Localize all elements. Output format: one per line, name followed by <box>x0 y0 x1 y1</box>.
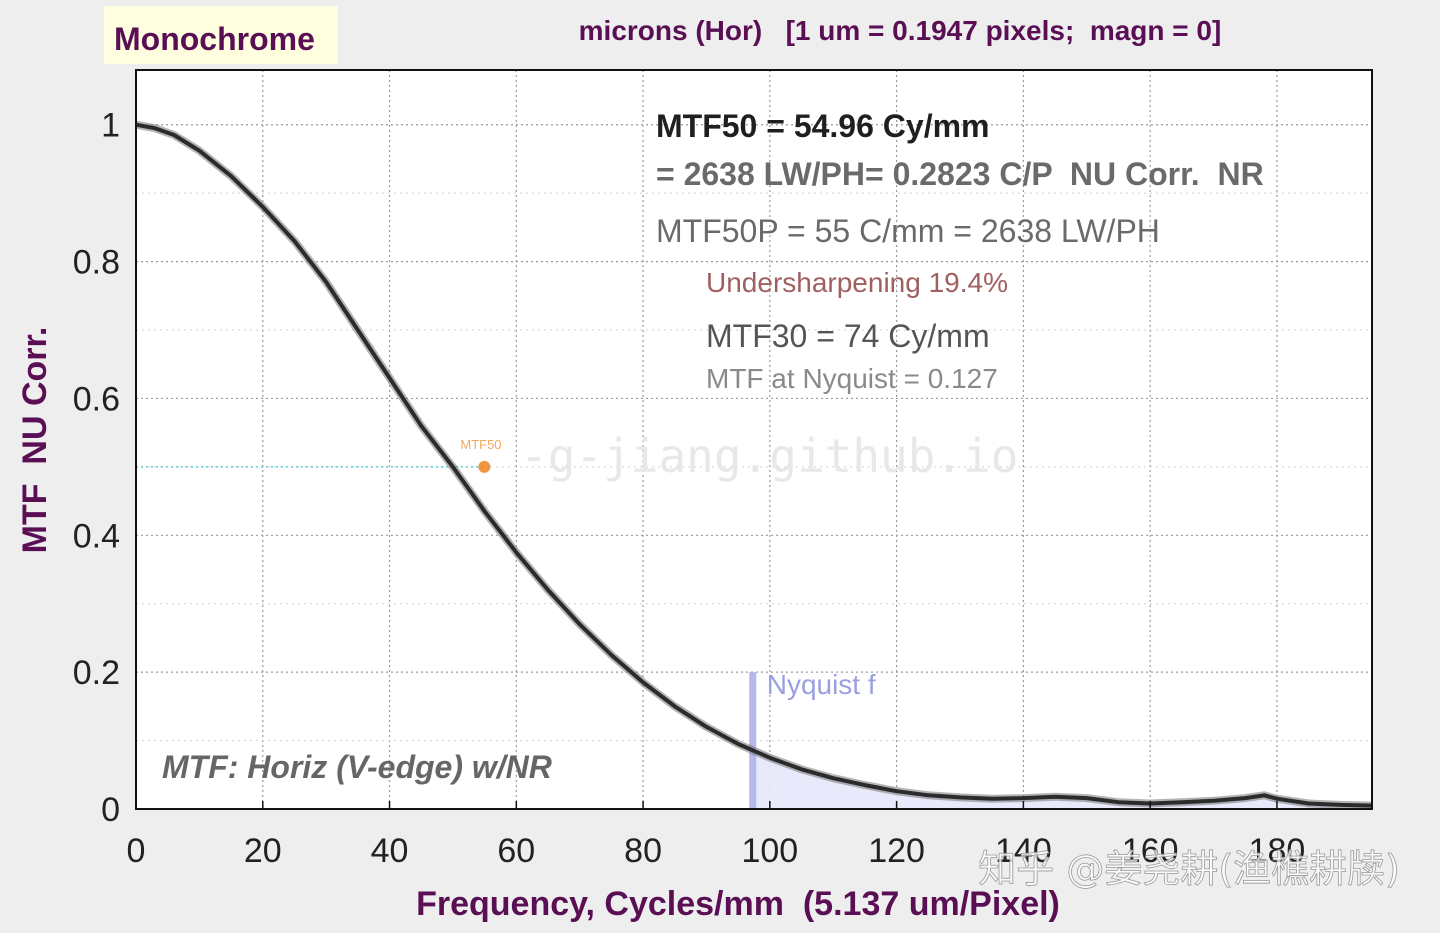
nyquist-label: Nyquist f <box>767 669 876 700</box>
x-tick-label: 80 <box>624 832 662 870</box>
mtf50-marker <box>478 460 491 473</box>
y-tick-label: 1 <box>101 107 120 145</box>
y-tick-label: 0 <box>101 791 120 829</box>
y-tick-label: 0.6 <box>73 380 120 418</box>
x-tick-label: 0 <box>127 832 146 870</box>
x-tick-label: 20 <box>244 832 282 870</box>
mtf50-detail-annotation: = 2638 LW/PH= 0.2823 C/P NU Corr. NR <box>656 156 1264 192</box>
x-axis-label: Frequency, Cycles/mm (5.137 um/Pixel) <box>416 885 1060 923</box>
watermark: -g-jiang.github.io <box>520 429 1019 483</box>
x-tick-labels: 0 20 40 60 80 100 120 140 160 180 <box>127 801 1306 870</box>
mtf50-marker-layer: MTF50 <box>460 437 502 473</box>
y-tick-label: 0.2 <box>73 654 120 692</box>
x-tick-label: 160 <box>1122 832 1179 870</box>
plot-frame <box>135 69 1373 810</box>
x-tick-label: 40 <box>371 832 409 870</box>
mtf30-annotation: MTF30 = 74 Cy/mm <box>706 318 990 354</box>
y-tick-label: 0.4 <box>73 517 120 555</box>
y-axis-label: MTF NU Corr. <box>16 327 54 554</box>
series-layer <box>135 120 1373 810</box>
mtf50p-annotation: MTF50P = 55 C/mm = 2638 LW/PH <box>656 213 1160 249</box>
zhihu-watermark: 知乎 @姜尧耕(渔樵耕牍) <box>978 847 1400 891</box>
x-tick-label: 60 <box>497 832 535 870</box>
x-tick-label: 100 <box>741 832 798 870</box>
badge-background <box>104 6 338 64</box>
plot-caption: MTF: Horiz (V-edge) w/NR <box>162 749 552 785</box>
undersharpening-annotation: Undersharpening 19.4% <box>706 267 1008 298</box>
y-tick-label: 0.8 <box>73 244 120 282</box>
x-tick-label: 140 <box>995 832 1052 870</box>
x-tick-label: 180 <box>1249 832 1306 870</box>
mtf-nyquist-annotation: MTF at Nyquist = 0.127 <box>706 363 998 394</box>
mtf50-marker-label: MTF50 <box>460 437 501 452</box>
series-line <box>135 122 1373 808</box>
mtf50-annotation: MTF50 = 54.96 Cy/mm <box>656 108 989 144</box>
badge-label: Monochrome <box>114 21 315 57</box>
y-tick-labels: 0 0.2 0.4 0.6 0.8 1 <box>73 107 120 829</box>
top-title: microns (Hor) [1 um = 0.1947 pixels; mag… <box>579 15 1222 46</box>
x-tick-label: 120 <box>868 832 925 870</box>
